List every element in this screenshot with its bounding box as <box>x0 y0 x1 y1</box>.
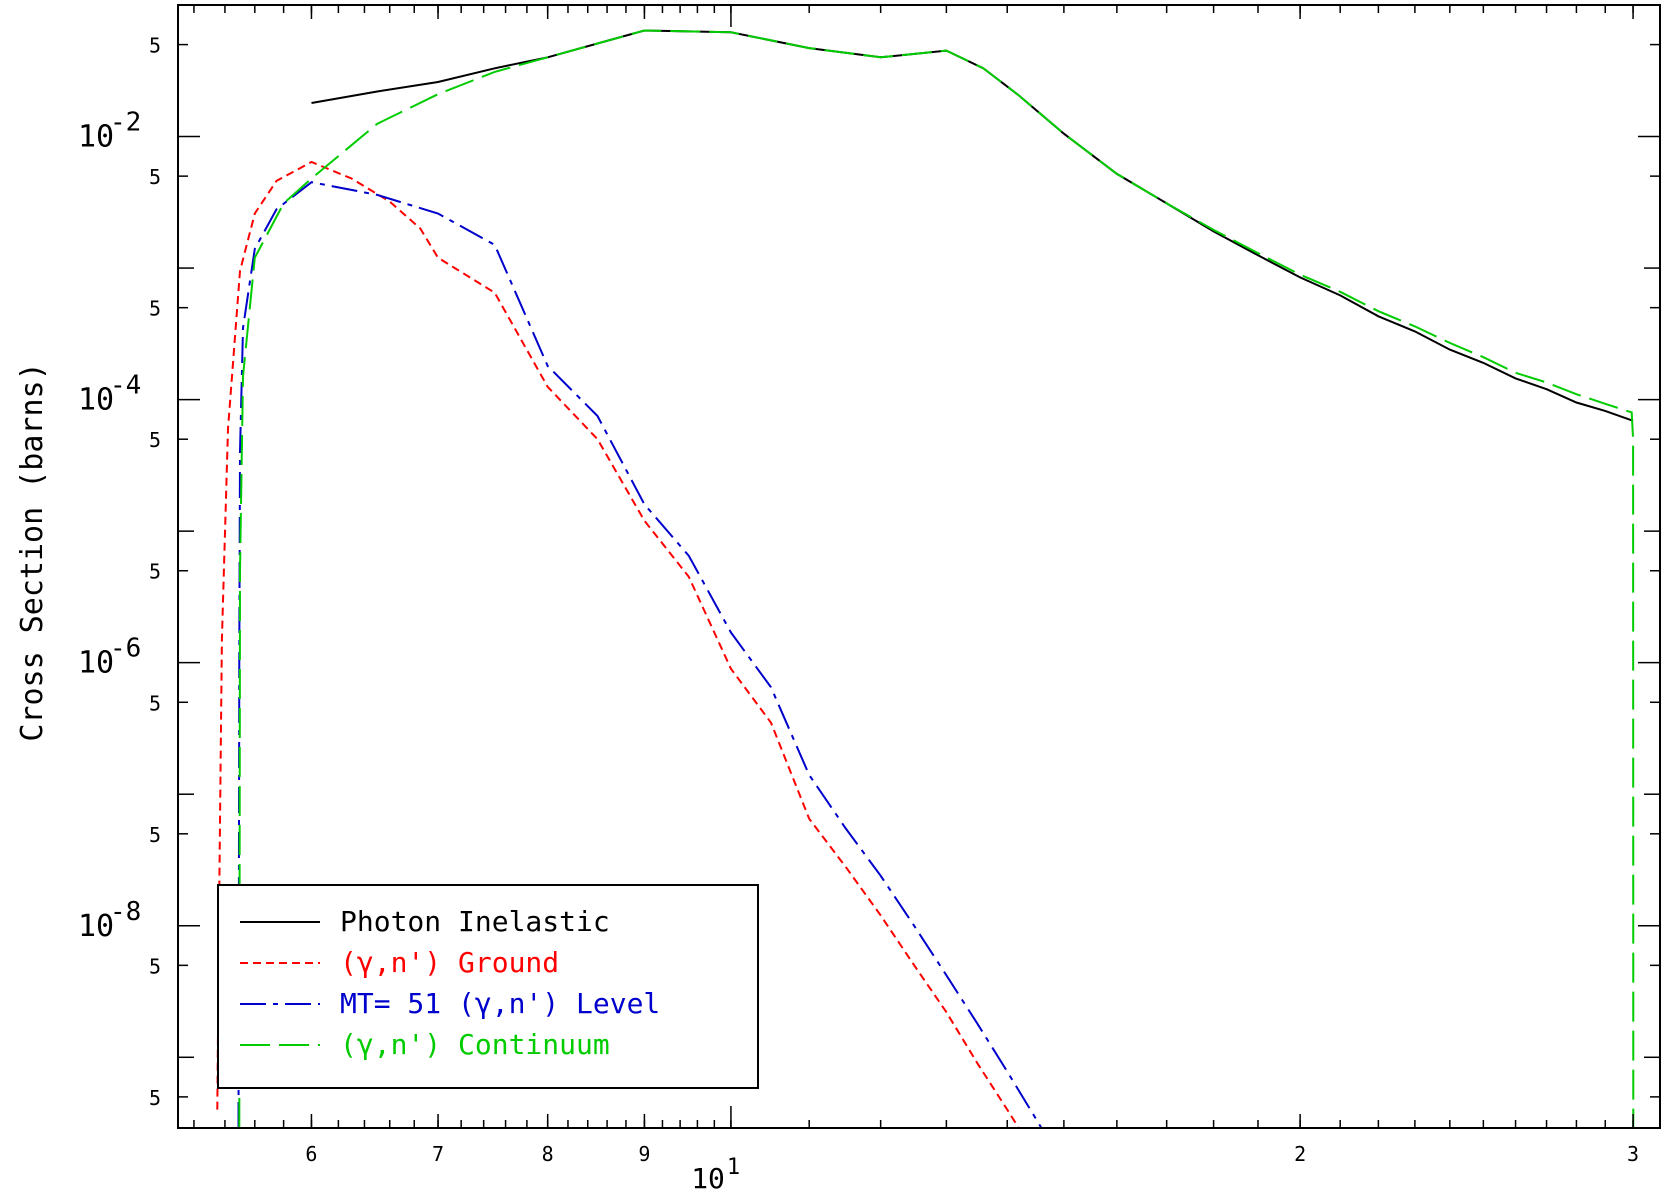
legend-label: Photon Inelastic <box>340 905 610 938</box>
series-line-4 <box>238 29 1635 1128</box>
legend-item: (γ,n') Ground <box>240 946 559 979</box>
y-decade-base: 10 <box>78 909 114 944</box>
legend-item: MT= 51 (γ,n') Level <box>240 987 660 1020</box>
y-tick-label: 5 <box>149 954 161 978</box>
series-line-2 <box>216 160 1021 1128</box>
series-line-3 <box>237 181 1043 1128</box>
y-tick-label: 5 <box>149 1086 161 1110</box>
y-decade-base: 10 <box>78 120 114 155</box>
y-decade-label: 10-8 <box>78 897 141 944</box>
x-tick-label: 7 <box>432 1142 444 1166</box>
y-tick-label: 5 <box>149 34 161 58</box>
x-decade-base: 10 <box>691 1162 725 1193</box>
legend-label: MT= 51 (γ,n') Level <box>340 987 660 1020</box>
y-decade-exp: -6 <box>110 634 141 664</box>
y-decade-label: 10-4 <box>78 371 141 418</box>
x-tick-label: 8 <box>542 1142 554 1166</box>
x-tick-label: 2 <box>1294 1142 1306 1166</box>
y-tick-label: 5 <box>149 428 161 452</box>
y-tick-label: 5 <box>149 691 161 715</box>
legend-item: Photon Inelastic <box>240 905 610 938</box>
y-decade-exp: -4 <box>110 371 141 401</box>
legend-label: (γ,n') Continuum <box>340 1028 610 1061</box>
y-tick-label: 5 <box>149 297 161 321</box>
series-line-1 <box>311 29 1634 422</box>
y-decade-label: 10-2 <box>78 108 141 155</box>
legend-item: (γ,n') Continuum <box>240 1028 610 1061</box>
plot-area-frame <box>177 4 1661 1129</box>
y-decade-base: 10 <box>78 383 114 418</box>
y-decade-base: 10 <box>78 646 114 681</box>
axis-ticks <box>178 4 1660 1128</box>
y-decade-exp: -8 <box>110 897 141 927</box>
legend-label: (γ,n') Ground <box>340 946 559 979</box>
x-tick-label: 6 <box>305 1142 317 1166</box>
series-layer <box>216 29 1635 1128</box>
y-decade-exp: -2 <box>110 108 141 138</box>
x-tick-label: 3 <box>1627 1142 1639 1166</box>
y-tick-label: 5 <box>149 823 161 847</box>
y-tick-label: 5 <box>149 165 161 189</box>
x-tick-label: 9 <box>638 1142 650 1166</box>
y-tick-label: 5 <box>149 560 161 584</box>
legend-frame <box>217 884 759 1089</box>
x-decade-exp: 1 <box>727 1155 740 1180</box>
y-decade-label: 10-6 <box>78 634 141 681</box>
y-axis-title: Cross Section (barns) <box>15 362 50 741</box>
x-decade-label: 10 1 <box>691 1155 740 1193</box>
legend: Photon Inelastic (γ,n') Ground MT= 51 (γ,n… <box>217 884 759 1089</box>
